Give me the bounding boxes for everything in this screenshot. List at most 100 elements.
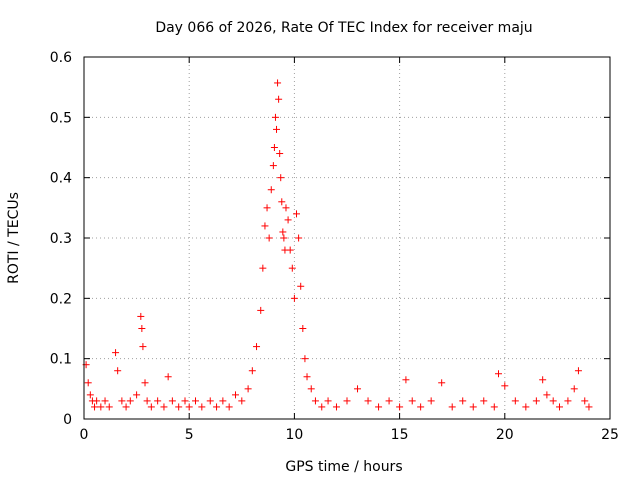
data-point [303, 373, 311, 381]
data-point [138, 325, 146, 332]
data-point [570, 385, 578, 393]
y-tick-label: 0.2 [50, 291, 72, 307]
x-tick-label: 0 [80, 427, 89, 443]
data-point [271, 113, 279, 121]
data-point [147, 403, 155, 411]
data-point [490, 403, 498, 411]
data-point [118, 397, 126, 405]
data-point [295, 234, 303, 242]
chart-title: Day 066 of 2026, Rate Of TEC Index for r… [155, 20, 532, 36]
data-point [97, 403, 105, 411]
data-point [238, 397, 246, 405]
data-point [259, 264, 267, 272]
data-point [284, 216, 292, 224]
data-point [354, 385, 362, 393]
data-point [276, 150, 284, 158]
data-point [585, 403, 593, 411]
data-point [261, 222, 269, 230]
data-point [141, 379, 149, 387]
data-point [270, 144, 278, 151]
data-point [438, 379, 446, 387]
data-point [181, 397, 189, 405]
data-point [133, 391, 141, 399]
data-point [299, 325, 307, 332]
data-point [402, 376, 410, 384]
data-point [265, 234, 273, 242]
data-point [293, 210, 301, 218]
data-point [511, 397, 519, 405]
data-point [114, 367, 122, 375]
y-tick-label: 0.4 [50, 171, 72, 187]
data-point [164, 373, 172, 381]
data-point [307, 385, 315, 393]
data-point [408, 397, 416, 405]
data-point [101, 397, 109, 405]
data-point [263, 204, 271, 212]
data-point [274, 79, 282, 87]
data-point [253, 343, 261, 351]
data-point [385, 397, 393, 405]
data-point [257, 306, 265, 314]
plot-frame [83, 56, 611, 420]
data-point [375, 403, 383, 411]
data-point [480, 397, 488, 405]
data-point [417, 403, 425, 411]
data-point [279, 228, 287, 236]
data-point [282, 204, 290, 212]
data-point [175, 403, 183, 411]
data-point [549, 397, 557, 405]
data-point [469, 403, 477, 411]
y-tick-label: 0.5 [50, 110, 72, 126]
data-point [448, 403, 456, 411]
data-point [297, 282, 305, 290]
data-point [122, 403, 130, 411]
data-point [556, 403, 564, 411]
data-point [324, 397, 332, 405]
x-tick-label: 20 [496, 427, 514, 443]
data-point [244, 385, 252, 393]
data-point [364, 397, 372, 405]
x-tick-label: 25 [601, 427, 619, 443]
data-point [154, 397, 162, 405]
data-point [198, 403, 206, 411]
data-point [231, 391, 239, 399]
data-point [137, 312, 145, 320]
data-point [206, 397, 214, 405]
data-point [277, 174, 285, 182]
data-point [219, 397, 227, 405]
data-point [105, 403, 113, 411]
data-point [494, 370, 502, 378]
data-point [248, 367, 256, 375]
data-point [143, 397, 151, 405]
x-axis-label: GPS time / hours [285, 459, 402, 475]
data-point [501, 382, 509, 390]
data-points [82, 79, 593, 411]
data-point [91, 403, 99, 411]
data-point [459, 397, 467, 405]
data-point [185, 403, 193, 411]
data-point [564, 397, 572, 405]
x-tick-label: 5 [185, 427, 194, 443]
data-point [93, 397, 101, 405]
y-tick-label: 0.3 [50, 231, 72, 247]
data-point [427, 397, 435, 405]
y-tick-label: 0.1 [50, 352, 72, 368]
data-point [532, 397, 540, 405]
data-point [286, 246, 294, 254]
data-point [139, 343, 147, 351]
data-point [112, 349, 120, 357]
data-point [84, 379, 92, 387]
data-point [301, 355, 309, 363]
data-point [396, 403, 404, 411]
data-point [543, 391, 551, 399]
data-point [126, 397, 134, 405]
data-point [290, 294, 298, 302]
data-point [273, 125, 281, 133]
data-point [574, 367, 582, 375]
data-point [267, 186, 275, 194]
data-point [275, 95, 283, 103]
x-tick-label: 10 [285, 427, 303, 443]
grid-lines [84, 57, 610, 419]
axis-ticks: 0 5 10 15 20 25 0 0.1 0.2 0.3 0.4 0.5 0.6 [50, 50, 619, 443]
